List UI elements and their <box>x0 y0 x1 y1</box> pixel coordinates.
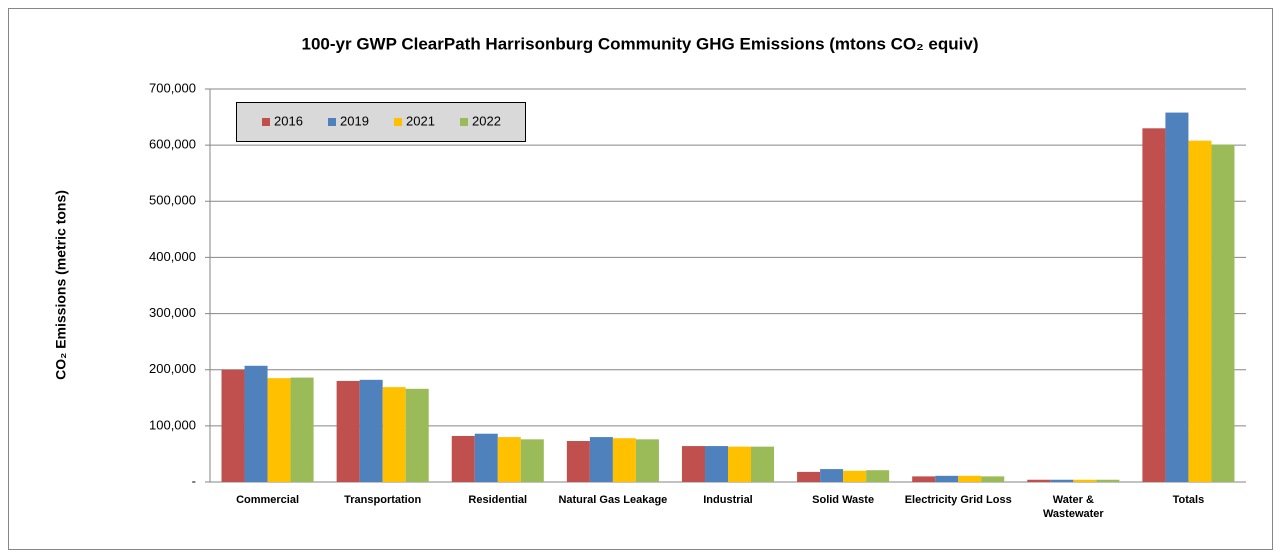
bar <box>958 475 982 482</box>
bar <box>912 476 936 482</box>
chart-title: 100-yr GWP ClearPath Harrisonburg Commun… <box>302 34 979 53</box>
bar <box>405 388 429 482</box>
bar <box>751 446 775 482</box>
legend-label: 2021 <box>406 113 435 128</box>
y-tick-label: 300,000 <box>149 305 196 320</box>
legend-label: 2016 <box>274 113 303 128</box>
bar <box>589 437 613 482</box>
bar <box>1211 144 1235 482</box>
legend-swatch <box>328 118 336 126</box>
bar <box>843 470 867 482</box>
x-tick-label: Solid Waste <box>812 494 874 506</box>
bar <box>520 439 544 482</box>
bar <box>359 379 383 482</box>
bar <box>1096 479 1120 482</box>
bar <box>1188 140 1212 482</box>
y-tick-label: 200,000 <box>149 361 196 376</box>
bar <box>336 380 360 482</box>
bar <box>704 446 728 482</box>
bar <box>935 475 959 482</box>
bar <box>681 446 705 482</box>
y-tick-label: 700,000 <box>149 80 196 95</box>
x-tick-label: Water & Wastewater <box>1043 494 1104 520</box>
y-axis-label: CO₂ Emissions (metric tons) <box>53 190 69 380</box>
bar <box>1073 479 1097 482</box>
x-tick-label: Transportation <box>344 494 421 506</box>
bar <box>1027 479 1051 482</box>
y-tick-label: 500,000 <box>149 193 196 208</box>
y-tick-label: - <box>192 473 196 488</box>
x-tick-label: Commercial <box>236 494 299 506</box>
x-tick-label: Electricity Grid Loss <box>905 494 1012 506</box>
bar <box>382 387 406 482</box>
bar <box>1050 479 1074 482</box>
legend-box <box>236 102 526 142</box>
bar <box>497 437 521 482</box>
bar <box>451 435 475 482</box>
bar <box>981 476 1005 482</box>
bar <box>820 469 844 482</box>
y-tick-label: 600,000 <box>149 137 196 152</box>
bar <box>612 438 636 482</box>
legend-swatch <box>460 118 468 126</box>
x-tick-label: Natural Gas Leakage <box>558 494 667 506</box>
x-tick-label: Industrial <box>703 494 753 506</box>
bar <box>244 365 268 482</box>
bar <box>797 471 821 482</box>
bar <box>221 369 245 482</box>
bar <box>635 439 659 482</box>
legend-label: 2022 <box>472 113 501 128</box>
y-tick-label: 100,000 <box>149 417 196 432</box>
bar <box>1165 112 1189 482</box>
legend-label: 2019 <box>340 113 369 128</box>
legend-swatch <box>394 118 402 126</box>
bar <box>728 446 752 482</box>
bar <box>866 470 890 482</box>
bar <box>1142 128 1166 483</box>
bar <box>566 441 590 482</box>
x-tick-label: Residential <box>468 494 527 506</box>
bar <box>474 433 498 482</box>
bar <box>267 378 291 482</box>
y-tick-label: 400,000 <box>149 249 196 264</box>
x-tick-label: Totals <box>1173 494 1205 506</box>
legend-swatch <box>262 118 270 126</box>
bar <box>290 377 314 482</box>
